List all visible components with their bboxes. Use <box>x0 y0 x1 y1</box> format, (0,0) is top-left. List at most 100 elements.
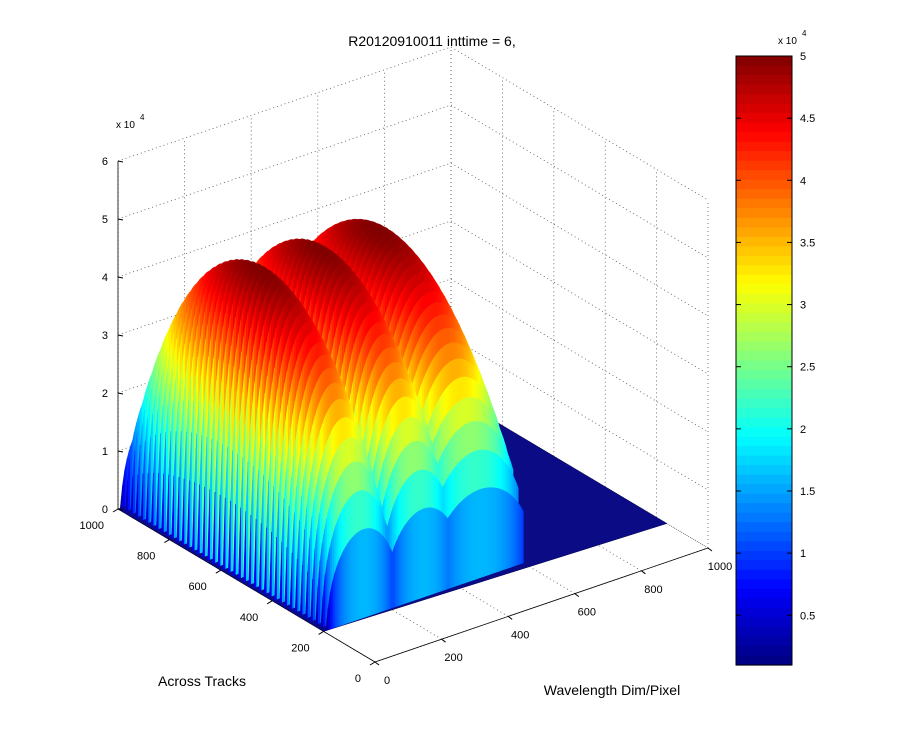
surface-facet <box>150 472 154 527</box>
surface-facet <box>503 489 506 571</box>
surface-facet <box>248 515 252 585</box>
colorbar-step <box>736 408 792 419</box>
grid-line <box>450 104 709 259</box>
grid-line <box>117 104 452 220</box>
colorbar-step <box>736 474 792 485</box>
surface-facet <box>465 495 469 584</box>
colorbar-step <box>736 503 792 514</box>
surface-facet <box>509 494 513 568</box>
surface-facet <box>370 528 373 616</box>
surface-facet <box>320 596 324 628</box>
surface-facet <box>305 571 308 619</box>
colorbar-step <box>736 217 792 228</box>
surface-facet <box>378 531 382 613</box>
colorbar-tick-label: 1 <box>800 548 806 560</box>
y-tick-label: 800 <box>137 551 155 563</box>
grid-line <box>450 162 709 317</box>
colorbar-step <box>736 151 792 162</box>
colorbar-step <box>736 531 792 542</box>
colorbar-step <box>736 379 792 390</box>
surface-facet <box>269 532 272 598</box>
x-axis-label: Wavelength Dim/Pixel <box>544 682 680 698</box>
surface-facet <box>425 507 429 597</box>
grid-line <box>450 220 709 375</box>
surface-facet <box>325 608 329 631</box>
surface-facet <box>356 531 360 621</box>
surface-facet <box>412 513 415 602</box>
surface-facet <box>458 501 462 586</box>
surface-facet <box>258 523 262 592</box>
z-tick-mark <box>117 392 124 395</box>
surface-facet <box>274 536 277 601</box>
x-axis-line <box>374 547 709 663</box>
colorbar-step <box>736 465 792 476</box>
z-tick-mark <box>117 218 124 221</box>
surface-facet <box>336 560 340 628</box>
surface-facet <box>176 477 180 543</box>
z-exponent-base: x 10 <box>116 120 135 131</box>
colorbar-step <box>736 312 792 324</box>
surface-facet <box>474 490 477 580</box>
colorbar-step <box>736 284 792 295</box>
surface-facet <box>130 477 133 515</box>
surface-facet <box>452 508 455 588</box>
surface-facet <box>449 511 453 589</box>
colorbar-gradient <box>736 56 792 666</box>
surface-facet <box>365 528 369 618</box>
surface-facet <box>501 489 504 571</box>
surface-facet <box>367 528 371 617</box>
surface-facet <box>489 487 493 575</box>
z-tick-label: 2 <box>102 388 108 400</box>
surface-facet <box>485 487 489 577</box>
surface-facet <box>418 509 422 599</box>
surface-facet <box>494 487 497 574</box>
surface-facet <box>284 547 288 607</box>
surface-facet <box>456 503 460 587</box>
colorbar-step <box>736 246 792 257</box>
colorbar: 0.5 1 1.5 2 2.5 3 3.5 4 4.5 5 x 10 4 <box>735 29 815 666</box>
surface-facet <box>263 527 267 595</box>
colorbar-step <box>736 208 792 219</box>
surface-facet <box>191 482 195 552</box>
x-tick-label: 600 <box>578 607 596 619</box>
surface-facet <box>385 539 389 611</box>
surface-facet <box>279 541 282 604</box>
y-tick-label: 1000 <box>80 520 104 532</box>
colorbar-step <box>736 227 792 238</box>
surface-facet <box>512 495 515 568</box>
y-tick-label: 600 <box>188 581 206 593</box>
colorbar-step <box>736 341 792 352</box>
surface-facet <box>345 542 349 625</box>
z-tick-label: 6 <box>102 156 108 168</box>
colorbar-step <box>736 75 792 86</box>
surface-facet <box>392 545 395 609</box>
colorbar-step <box>736 189 792 200</box>
colorbar-step <box>736 398 792 409</box>
x-tick-label: 0 <box>384 675 390 687</box>
surface-facet <box>343 545 346 625</box>
y-tick-mark <box>369 661 376 666</box>
colorbar-frame <box>735 55 793 666</box>
surface-facet <box>403 523 406 605</box>
surface-facet <box>447 514 451 590</box>
colorbar-step <box>736 132 792 143</box>
surface-facet <box>135 475 139 518</box>
surface-facet <box>155 473 159 530</box>
colorbar-step <box>736 636 792 647</box>
z-tick-label: 4 <box>102 272 108 284</box>
surface-facet <box>394 540 398 608</box>
y-tick-mark <box>112 508 119 513</box>
surface-facet <box>445 515 449 590</box>
surface-facet <box>436 508 440 593</box>
surface-facet <box>507 492 511 569</box>
surface-facet <box>212 491 216 564</box>
colorbar-step <box>736 322 792 333</box>
z-tick-label: 0 <box>102 504 108 516</box>
colorbar-tick-label: 0.5 <box>800 610 815 622</box>
colorbar-step <box>736 122 792 133</box>
z-tick-mark <box>117 276 124 279</box>
surface-facet <box>181 478 185 546</box>
colorbar-step <box>736 274 792 285</box>
colorbar-step <box>736 645 792 657</box>
